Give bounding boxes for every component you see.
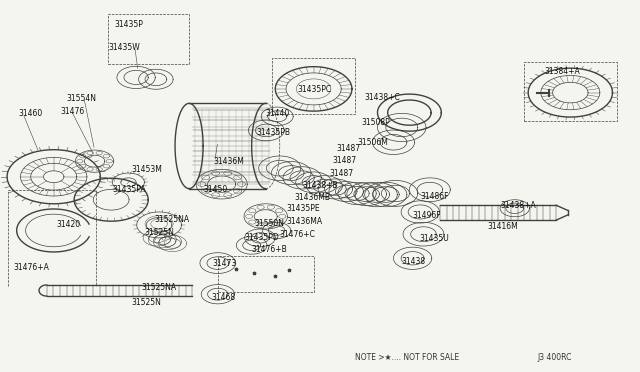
Text: 31550N: 31550N <box>254 219 284 228</box>
Text: 31438+A: 31438+A <box>500 201 536 210</box>
Text: 31435W: 31435W <box>108 42 140 51</box>
Text: 31436MA: 31436MA <box>286 218 323 227</box>
Text: 31525N: 31525N <box>145 228 174 237</box>
Text: 31436M: 31436M <box>213 157 244 166</box>
Text: 31487: 31487 <box>330 169 354 177</box>
Text: 31435U: 31435U <box>419 234 449 243</box>
Text: 31525NA: 31525NA <box>141 283 176 292</box>
Text: 31435PD: 31435PD <box>244 232 280 242</box>
Text: 31487: 31487 <box>333 156 357 165</box>
Text: 31384+A: 31384+A <box>545 67 580 76</box>
Text: 31554N: 31554N <box>67 94 97 103</box>
Text: 31438+B: 31438+B <box>302 181 338 190</box>
Text: 31450: 31450 <box>204 185 228 194</box>
Text: 31473: 31473 <box>212 259 237 268</box>
Text: 31435PC: 31435PC <box>298 85 332 94</box>
Text: NOTE >★.... NOT FOR SALE: NOTE >★.... NOT FOR SALE <box>355 353 460 362</box>
Text: 31435PE: 31435PE <box>286 205 320 214</box>
Text: 31525NA: 31525NA <box>154 215 189 224</box>
Text: 31436MB: 31436MB <box>294 193 330 202</box>
Text: 31416M: 31416M <box>487 221 518 231</box>
Text: 31476+B: 31476+B <box>252 245 287 254</box>
Text: 31508P: 31508P <box>362 119 390 128</box>
Text: 31435PB: 31435PB <box>256 128 290 137</box>
Text: 31476+A: 31476+A <box>13 263 49 272</box>
Text: 31435PA: 31435PA <box>113 185 146 194</box>
Text: 31486F: 31486F <box>421 192 449 201</box>
Text: 31453M: 31453M <box>132 165 163 174</box>
Text: J3 400RC: J3 400RC <box>538 353 572 362</box>
Text: 31438+C: 31438+C <box>365 93 401 102</box>
Text: 31420: 31420 <box>56 221 81 230</box>
Text: 31476+C: 31476+C <box>280 230 316 240</box>
Text: 31476: 31476 <box>60 108 84 116</box>
Text: 31506M: 31506M <box>357 138 388 147</box>
Text: 31460: 31460 <box>19 109 43 118</box>
Text: 31435P: 31435P <box>115 20 143 29</box>
Text: 31496F: 31496F <box>413 211 441 220</box>
Text: 31438: 31438 <box>402 257 426 266</box>
Text: 31525N: 31525N <box>132 298 161 307</box>
Text: 31440: 31440 <box>266 109 290 118</box>
Text: 31468: 31468 <box>211 293 236 302</box>
Text: 31487: 31487 <box>336 144 360 153</box>
